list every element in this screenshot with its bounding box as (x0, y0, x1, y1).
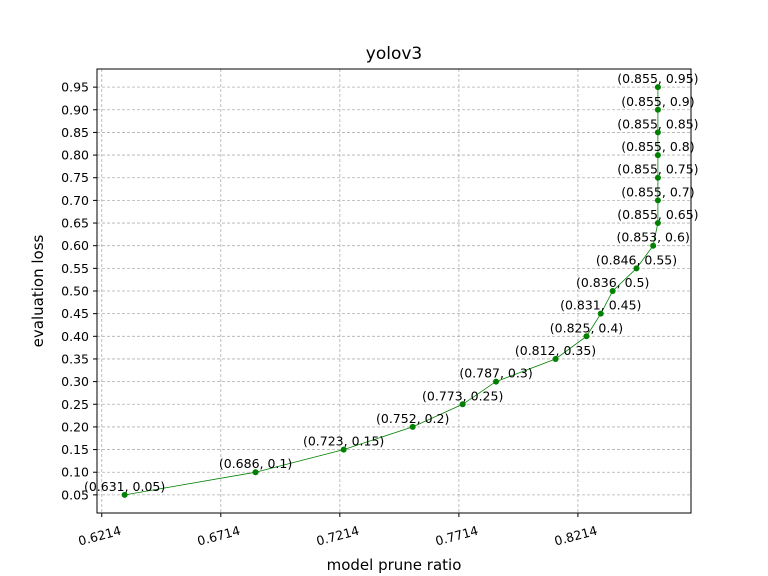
data-points (121, 84, 661, 498)
data-point (597, 310, 604, 317)
data-label: (0.855, 0.85) (617, 116, 698, 131)
y-tick-label: 0.40 (61, 329, 89, 344)
y-tick-label: 0.65 (61, 216, 89, 231)
y-tick-label: 0.95 (61, 80, 89, 95)
y-tick-label: 0.35 (61, 351, 89, 366)
y-tick-label: 0.45 (61, 306, 89, 321)
data-label: (0.855, 0.65) (617, 207, 698, 222)
data-label: (0.773, 0.25) (422, 388, 503, 403)
grid (97, 69, 691, 513)
y-tick-label: 0.15 (61, 442, 89, 457)
data-point (650, 242, 657, 249)
data-point (409, 423, 416, 430)
data-label: (0.855, 0.95) (617, 71, 698, 86)
data-label: (0.855, 0.8) (621, 139, 694, 154)
data-point (654, 106, 661, 113)
y-tick-label: 0.80 (61, 148, 89, 163)
y-tick-label: 0.60 (61, 238, 89, 253)
y-tick-label: 0.05 (61, 487, 89, 502)
y-tick-label: 0.10 (61, 465, 89, 480)
y-tick-label: 0.25 (61, 397, 89, 412)
data-label: (0.855, 0.9) (621, 94, 694, 109)
data-label: (0.855, 0.75) (617, 162, 698, 177)
x-tick-label: 0.6214 (77, 523, 123, 549)
data-label: (0.853, 0.6) (616, 230, 689, 245)
data-point (654, 220, 661, 227)
y-tick-label: 0.90 (61, 102, 89, 117)
x-tick-label: 0.7214 (315, 523, 361, 549)
data-point (609, 288, 616, 294)
y-tick-label: 0.55 (61, 261, 89, 276)
x-tick-label: 0.8214 (553, 523, 599, 549)
data-point (459, 401, 466, 408)
data-label: (0.846, 0.55) (596, 252, 677, 267)
data-point (654, 152, 661, 159)
data-point (552, 355, 559, 362)
data-point (654, 129, 661, 136)
y-tick-label: 0.20 (61, 419, 89, 434)
data-label: (0.787, 0.3) (459, 366, 532, 381)
data-label: (0.831, 0.45) (560, 298, 641, 313)
data-label: (0.825, 0.4) (550, 320, 623, 335)
y-tick-label: 0.75 (61, 170, 89, 185)
data-point (493, 378, 500, 385)
data-point (252, 469, 259, 476)
y-axis-ticks: 0.05 0.10 0.15 0.20 0.25 0.30 0.35 0.40 0.45 0.50… (61, 80, 97, 502)
y-tick-label: 0.70 (61, 193, 89, 208)
x-tick-label: 0.6714 (196, 523, 242, 549)
data-label: (0.836, 0.5) (576, 275, 649, 290)
y-tick-label: 0.30 (61, 374, 89, 389)
data-point (583, 333, 590, 340)
data-label: (0.855, 0.7) (621, 184, 694, 199)
y-tick-label: 0.85 (61, 125, 89, 140)
data-point (121, 491, 128, 498)
data-point (340, 446, 347, 453)
data-label: (0.723, 0.15) (303, 434, 384, 449)
data-label: (0.752, 0.2) (376, 411, 449, 426)
x-axis-ticks: 0.6214 0.6714 0.7214 0.7714 0.8214 (77, 513, 599, 549)
y-axis-label: evaluation loss (29, 234, 47, 347)
y-tick-label: 0.50 (61, 284, 89, 299)
chart-title: yolov3 (366, 44, 422, 64)
data-point (654, 174, 661, 181)
x-axis-label: model prune ratio (327, 556, 462, 574)
data-label: (0.631, 0.05) (84, 479, 165, 494)
data-label: (0.812, 0.35) (515, 343, 596, 358)
data-label: (0.686, 0.1) (219, 456, 292, 471)
data-point (654, 84, 661, 91)
data-point (633, 265, 640, 272)
data-labels: (0.631, 0.05) (0.686, 0.1) (0.723, 0.15) (0… (84, 71, 699, 494)
x-tick-label: 0.7714 (434, 523, 480, 549)
data-point (654, 197, 661, 204)
